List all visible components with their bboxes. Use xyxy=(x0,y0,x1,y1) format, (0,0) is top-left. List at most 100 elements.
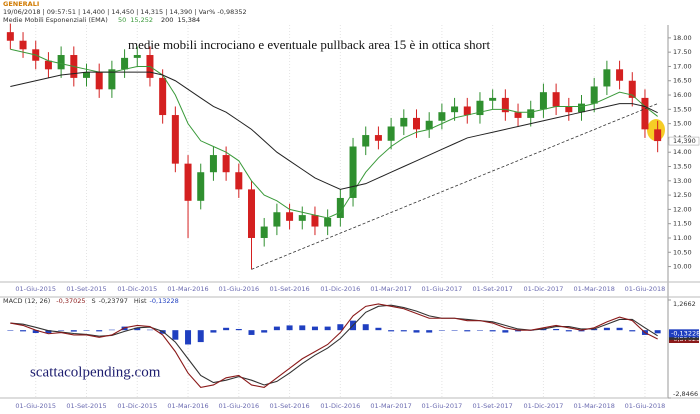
candle-body xyxy=(311,215,319,227)
y-tick-label: 11.00 xyxy=(673,234,692,242)
candle-body xyxy=(387,126,395,141)
histogram-bar xyxy=(7,330,14,331)
candle-body xyxy=(552,92,560,107)
x-tick-label: 01-Dic-2016 xyxy=(320,402,360,410)
histogram-bar xyxy=(603,327,610,331)
candle-body xyxy=(273,212,281,227)
x-tick-label: 01-Mar-2016 xyxy=(167,402,208,410)
x-tick-label: 01-Giu-2017 xyxy=(422,402,463,410)
histogram-bar xyxy=(324,326,331,331)
x-tick-label: 01-Dic-2016 xyxy=(320,285,360,293)
candle-body xyxy=(616,69,624,81)
histogram-bar xyxy=(464,330,471,332)
histogram-bar xyxy=(146,329,153,331)
candle-body xyxy=(425,120,433,130)
x-tick-label: 01-Dic-2017 xyxy=(523,402,563,410)
histogram-bar xyxy=(96,330,103,332)
candle-body xyxy=(235,172,243,190)
histogram-bar xyxy=(515,330,522,332)
legend-name: 50 xyxy=(118,16,126,24)
y-tick-label: 16.50 xyxy=(673,77,692,85)
histogram-bar xyxy=(362,324,369,331)
histogram-bar xyxy=(108,329,115,331)
x-tick-label: 01-Giu-2015 xyxy=(15,402,56,410)
candle-body xyxy=(489,97,497,101)
annotation: medie mobili incrociano e eventuale pull… xyxy=(128,37,490,52)
candle-body xyxy=(6,32,14,41)
histogram-bar xyxy=(489,330,496,332)
candle-body xyxy=(451,106,459,113)
price-marker-label: 14,390 xyxy=(673,137,696,145)
trendline xyxy=(251,103,658,270)
histogram-bar xyxy=(375,327,382,331)
x-tick-label: 01-Mar-2017 xyxy=(370,285,411,293)
candle-body xyxy=(527,109,535,118)
legend-value: 15,252 xyxy=(130,16,153,24)
candle-body xyxy=(362,135,370,147)
macd-line xyxy=(10,303,658,388)
candle-body xyxy=(209,155,217,173)
legend-name: S xyxy=(92,297,96,305)
x-tick-label: 01-Set-2017 xyxy=(473,402,513,410)
y-tick-label: 16.00 xyxy=(673,91,692,99)
x-tick-label: 01-Mar-2017 xyxy=(370,402,411,410)
candle-body xyxy=(590,86,598,104)
candle-body xyxy=(298,215,306,221)
histogram-bar xyxy=(172,330,179,340)
candle-body xyxy=(83,72,90,78)
histogram-bar xyxy=(540,328,547,331)
histogram-bar xyxy=(235,328,242,331)
candle-body xyxy=(324,217,332,227)
histogram-bar xyxy=(578,330,585,332)
x-tick-label: 01-Set-2017 xyxy=(473,285,513,293)
candle-body xyxy=(108,69,116,90)
y-tick-label: 15.00 xyxy=(673,120,692,128)
x-tick-label: 01-Set-2015 xyxy=(66,285,106,293)
x-tick-label: 01-Dic-2015 xyxy=(117,285,157,293)
x-tick-label: 01-Mar-2018 xyxy=(574,402,615,410)
histogram-bar xyxy=(400,330,407,332)
candle-body xyxy=(514,112,522,118)
y-tick-label: 12.50 xyxy=(673,191,692,199)
histogram-bar xyxy=(388,330,395,332)
x-tick-label: 01-Dic-2017 xyxy=(523,285,563,293)
y-tick-label: 11.50 xyxy=(673,220,692,228)
histogram-bar xyxy=(210,330,217,333)
candle-body xyxy=(539,92,547,110)
y-tick-label: 1,2662 xyxy=(673,300,696,308)
histogram-bar xyxy=(45,330,52,334)
histogram-bar xyxy=(426,330,433,333)
legend-value: -0,37025 xyxy=(56,297,85,305)
histogram-bar xyxy=(553,328,560,331)
candle-body xyxy=(260,226,268,238)
histogram-bar xyxy=(273,326,280,331)
candle-body xyxy=(476,100,484,116)
legend-value: -0,13228 xyxy=(150,297,179,305)
candle-body xyxy=(654,129,662,142)
histogram-bar xyxy=(451,330,458,331)
quote-info: 19/06/2018 | 09:57:51 | 14,400 | 14,450 … xyxy=(3,8,247,16)
candle-body xyxy=(184,163,192,201)
legend-value: 15,384 xyxy=(177,16,200,24)
legend-value: -0,23797 xyxy=(99,297,128,305)
candle-body xyxy=(413,117,420,130)
histogram-bar xyxy=(476,330,483,331)
y-tick-label: 10.00 xyxy=(673,263,692,271)
candle-body xyxy=(248,189,255,238)
histogram-bar xyxy=(261,330,268,333)
x-tick-label: 01-Giu-2016 xyxy=(218,402,259,410)
histogram-bar xyxy=(502,330,509,333)
value-marker-label: -0,13228 xyxy=(671,329,700,337)
y-tick-label: 13.50 xyxy=(673,163,692,171)
histogram-bar xyxy=(438,330,445,331)
y-tick-label: 17.50 xyxy=(673,48,692,56)
histogram-bar xyxy=(654,330,661,334)
candle-body xyxy=(57,55,65,70)
candle-body xyxy=(121,57,129,70)
candle-body xyxy=(578,103,585,113)
y-tick-label: 17.00 xyxy=(673,62,692,70)
y-tick-label: 15.50 xyxy=(673,105,692,113)
histogram-bar xyxy=(83,330,90,331)
y-tick-label: 10.50 xyxy=(673,248,692,256)
histogram-bar xyxy=(20,330,27,332)
